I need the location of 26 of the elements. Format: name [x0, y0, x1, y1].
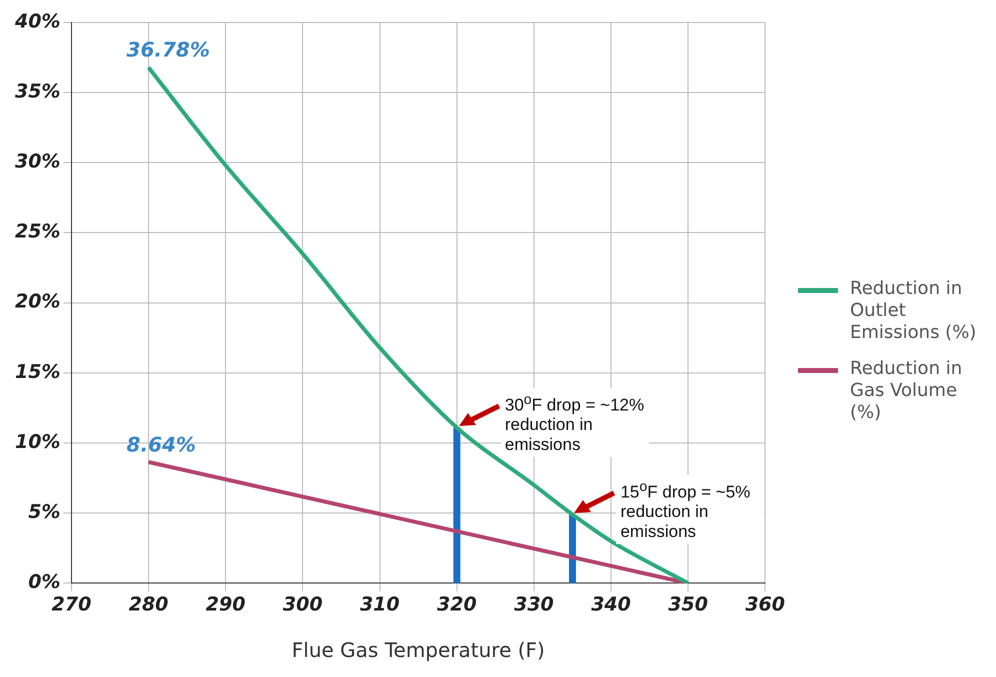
y-tick-label: 35%: [14, 80, 60, 102]
y-tick-label: 0%: [28, 571, 60, 594]
annotation: 30$^{o}$F drop = ~12% reduction in emissions: [500, 388, 649, 458]
data-label: 36.78%: [126, 38, 210, 62]
annotation: 15$^{o}$F drop = ~5% reduction in emissions: [616, 474, 764, 544]
x-tick-label: 330: [514, 594, 554, 616]
x-axis-title: Flue Gas Temperature (F): [292, 638, 545, 662]
x-tick-label: 360: [745, 594, 786, 616]
y-tick-label: 30%: [14, 150, 60, 173]
x-tick-label: 290: [206, 594, 246, 616]
y-tick-label: 15%: [14, 360, 60, 383]
legend-label: Reduction in Outlet Emissions (%): [850, 278, 978, 344]
legend-label: Reduction in Gas Volume (%): [850, 358, 964, 424]
x-tick-label: 320: [437, 594, 477, 616]
x-tick-label: 280: [128, 594, 168, 616]
data-label: 8.64%: [126, 432, 196, 456]
x-tick-label: 310: [360, 594, 400, 616]
x-tick-label: 340: [591, 594, 631, 616]
y-tick-label: 20%: [14, 290, 60, 313]
x-tick-label: 270: [52, 594, 92, 616]
x-tick-label: 350: [668, 594, 708, 616]
y-tick-label: 10%: [14, 430, 60, 453]
x-tick-label: 300: [282, 594, 323, 616]
y-tick-label: 25%: [14, 220, 60, 243]
y-tick-label: 40%: [14, 10, 60, 32]
y-tick-label: 5%: [28, 501, 60, 524]
